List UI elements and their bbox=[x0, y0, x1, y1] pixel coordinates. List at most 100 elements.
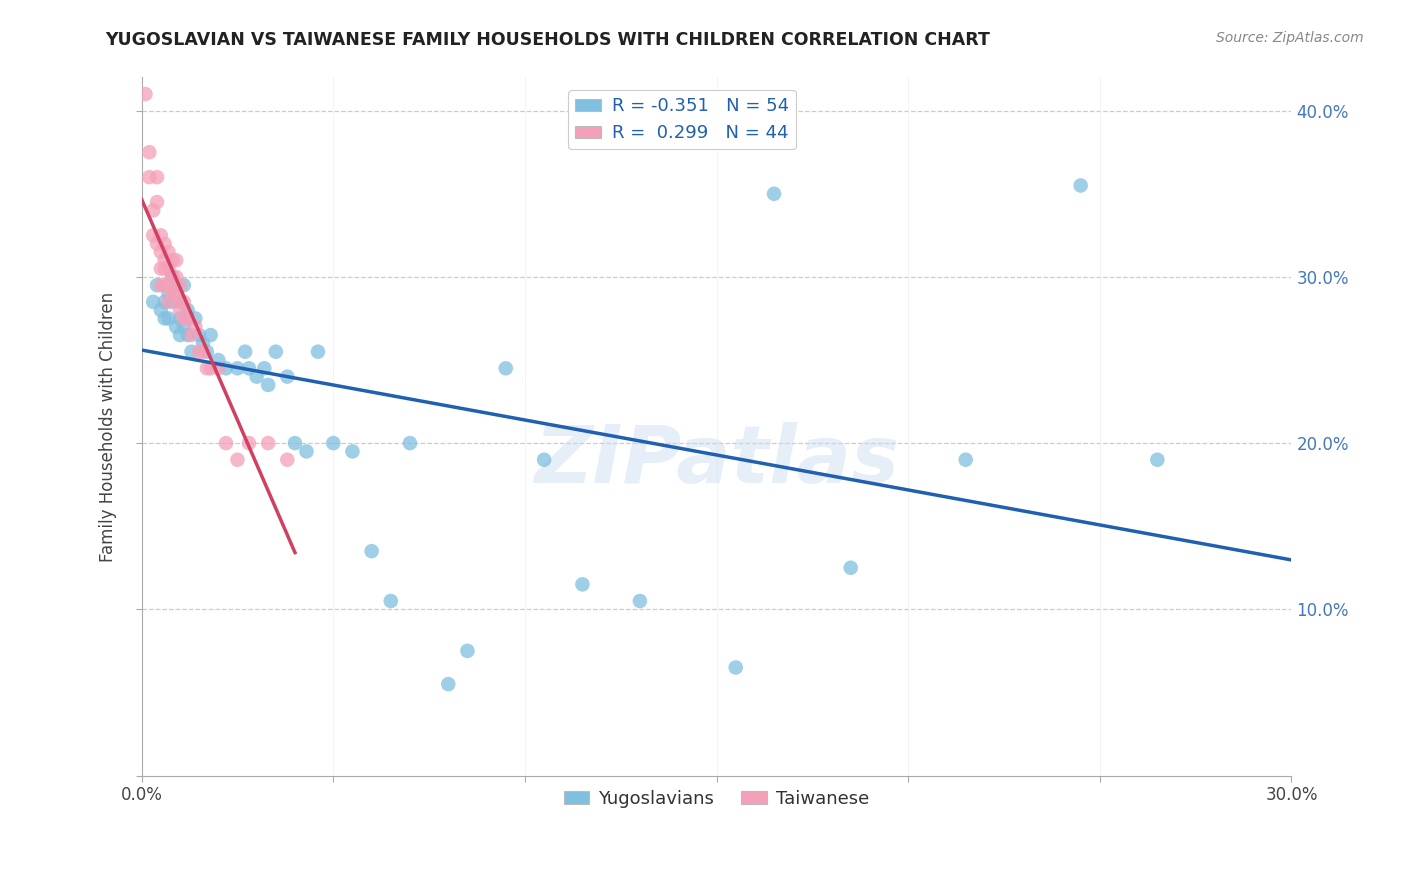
Point bbox=[264, 344, 287, 359]
Point bbox=[628, 594, 651, 608]
Point bbox=[763, 186, 786, 201]
Point bbox=[246, 369, 269, 384]
Point bbox=[456, 644, 478, 658]
Point bbox=[173, 311, 195, 326]
Point bbox=[146, 278, 169, 293]
Point bbox=[191, 344, 214, 359]
Point bbox=[342, 444, 364, 458]
Point bbox=[276, 452, 298, 467]
Point bbox=[149, 261, 172, 276]
Point bbox=[495, 361, 517, 376]
Point bbox=[257, 436, 280, 450]
Point bbox=[153, 278, 176, 293]
Point bbox=[173, 319, 195, 334]
Point bbox=[173, 278, 195, 293]
Y-axis label: Family Households with Children: Family Households with Children bbox=[100, 292, 117, 562]
Point bbox=[157, 244, 180, 259]
Point bbox=[165, 319, 187, 334]
Point bbox=[176, 311, 198, 326]
Point bbox=[571, 577, 593, 591]
Point bbox=[1070, 178, 1092, 193]
Point bbox=[153, 294, 176, 309]
Point bbox=[1146, 452, 1168, 467]
Point bbox=[149, 303, 172, 318]
Text: Source: ZipAtlas.com: Source: ZipAtlas.com bbox=[1216, 31, 1364, 45]
Point bbox=[169, 328, 191, 343]
Point bbox=[138, 170, 160, 185]
Point bbox=[142, 203, 165, 218]
Point bbox=[188, 344, 211, 359]
Text: ZIPatlas: ZIPatlas bbox=[534, 423, 898, 500]
Point bbox=[200, 361, 222, 376]
Point bbox=[215, 361, 238, 376]
Point bbox=[146, 170, 169, 185]
Point bbox=[162, 269, 184, 284]
Point bbox=[233, 344, 256, 359]
Point bbox=[180, 328, 202, 343]
Point bbox=[165, 269, 187, 284]
Point bbox=[176, 303, 198, 318]
Point bbox=[162, 253, 184, 268]
Point bbox=[253, 361, 276, 376]
Point bbox=[188, 328, 211, 343]
Point bbox=[307, 344, 329, 359]
Point bbox=[153, 261, 176, 276]
Point bbox=[153, 253, 176, 268]
Point bbox=[207, 353, 229, 368]
Text: YUGOSLAVIAN VS TAIWANESE FAMILY HOUSEHOLDS WITH CHILDREN CORRELATION CHART: YUGOSLAVIAN VS TAIWANESE FAMILY HOUSEHOL… bbox=[105, 31, 990, 49]
Point bbox=[176, 328, 198, 343]
Point bbox=[191, 336, 214, 351]
Point bbox=[142, 294, 165, 309]
Point bbox=[169, 294, 191, 309]
Point bbox=[295, 444, 318, 458]
Point bbox=[157, 311, 180, 326]
Point bbox=[195, 344, 218, 359]
Point bbox=[162, 286, 184, 301]
Point bbox=[238, 361, 260, 376]
Point bbox=[200, 328, 222, 343]
Point bbox=[207, 361, 229, 376]
Point bbox=[165, 286, 187, 301]
Point bbox=[157, 261, 180, 276]
Point bbox=[153, 236, 176, 251]
Point bbox=[955, 452, 977, 467]
Point bbox=[437, 677, 460, 691]
Point bbox=[184, 311, 207, 326]
Point bbox=[165, 253, 187, 268]
Point bbox=[226, 452, 249, 467]
Point bbox=[533, 452, 555, 467]
Point bbox=[276, 369, 298, 384]
Point bbox=[165, 278, 187, 293]
Point bbox=[399, 436, 422, 450]
Legend: Yugoslavians, Taiwanese: Yugoslavians, Taiwanese bbox=[557, 783, 876, 815]
Point bbox=[157, 294, 180, 309]
Point bbox=[284, 436, 307, 450]
Point bbox=[162, 294, 184, 309]
Point bbox=[215, 436, 238, 450]
Point bbox=[169, 303, 191, 318]
Point bbox=[149, 244, 172, 259]
Point bbox=[184, 319, 207, 334]
Point bbox=[146, 195, 169, 210]
Point bbox=[134, 87, 156, 101]
Point bbox=[138, 145, 160, 160]
Point bbox=[169, 311, 191, 326]
Point bbox=[157, 286, 180, 301]
Point bbox=[169, 294, 191, 309]
Point bbox=[322, 436, 344, 450]
Point bbox=[153, 311, 176, 326]
Point bbox=[149, 278, 172, 293]
Point bbox=[173, 294, 195, 309]
Point bbox=[149, 228, 172, 243]
Point bbox=[180, 344, 202, 359]
Point bbox=[142, 228, 165, 243]
Point bbox=[839, 560, 862, 574]
Point bbox=[257, 378, 280, 392]
Point bbox=[226, 361, 249, 376]
Point bbox=[146, 236, 169, 251]
Point bbox=[169, 278, 191, 293]
Point bbox=[724, 660, 747, 674]
Point bbox=[162, 269, 184, 284]
Point bbox=[238, 436, 260, 450]
Point bbox=[360, 544, 382, 558]
